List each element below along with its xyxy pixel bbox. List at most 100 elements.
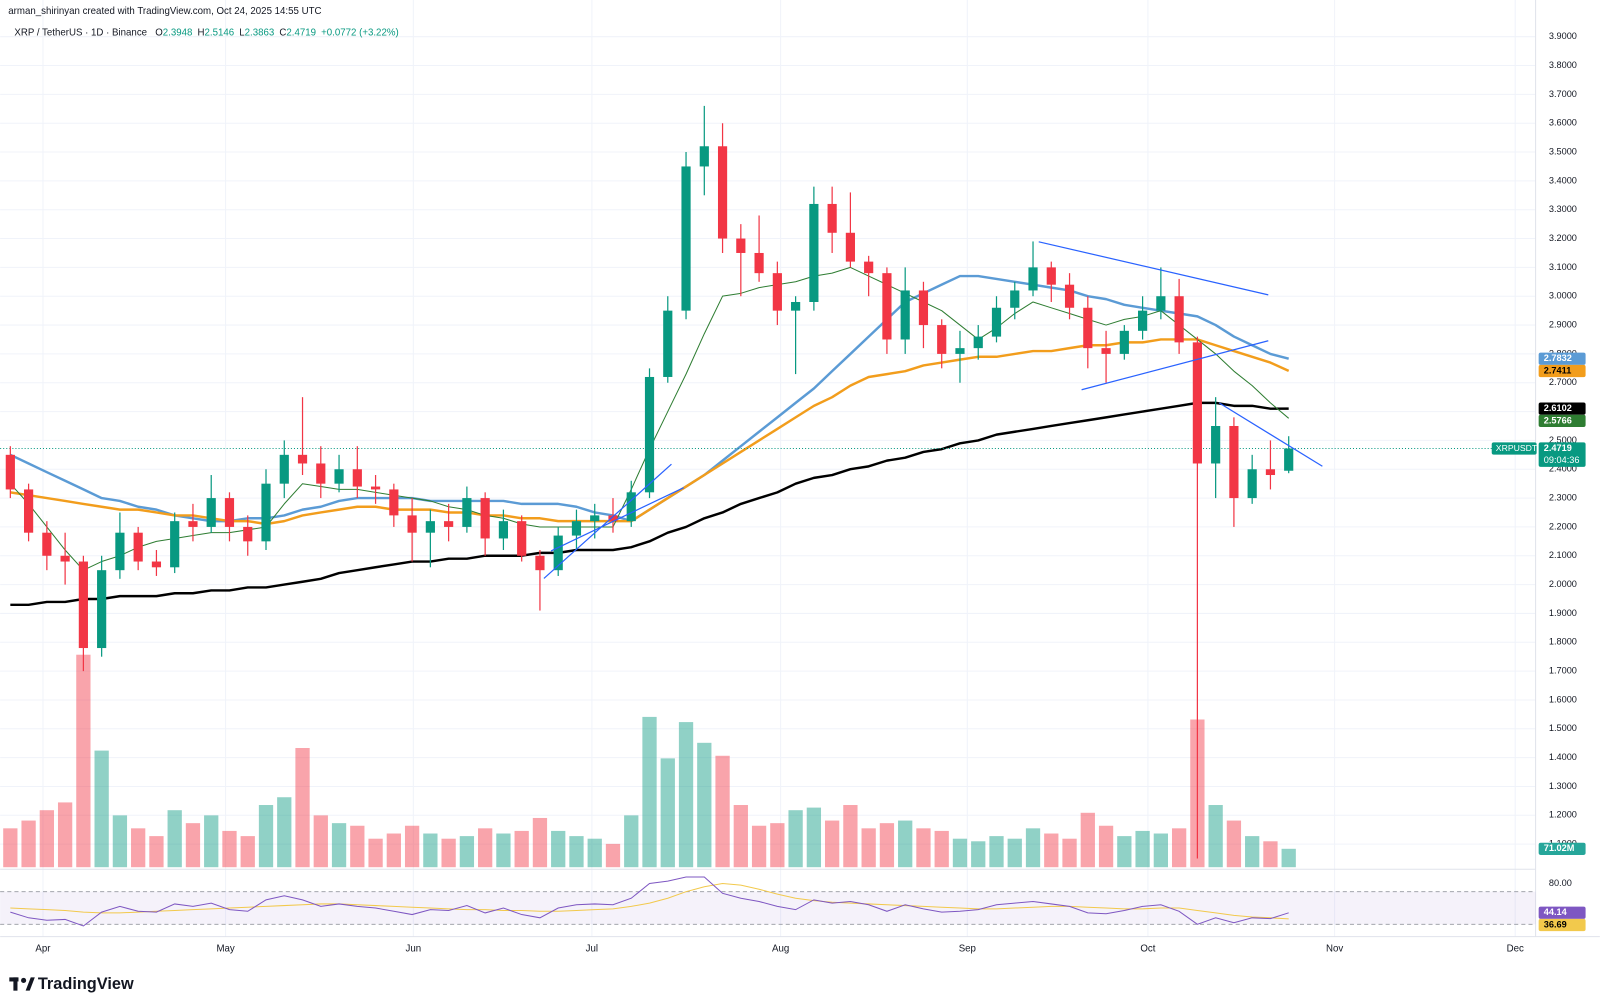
candle-body — [1247, 469, 1257, 499]
candle-body — [1083, 307, 1093, 349]
candle-body — [133, 532, 143, 562]
candle-body — [791, 301, 801, 311]
ohlc-value: 2.3863 — [245, 27, 275, 38]
y-tick-label: 2.5000 — [1549, 435, 1577, 445]
candle-body — [1010, 290, 1020, 308]
volume-bar — [1153, 833, 1169, 868]
volume-bar — [222, 830, 237, 868]
volume-bar — [1135, 830, 1150, 868]
volume-bar — [624, 815, 639, 868]
candle-body — [553, 535, 563, 571]
change: +0.0772 (+3.22%) — [321, 27, 399, 38]
volume-bar — [423, 833, 438, 868]
volume-bar — [1007, 838, 1022, 868]
candle-body — [24, 489, 34, 533]
candle-body — [717, 146, 728, 239]
candle-body — [827, 203, 837, 233]
volume-bar — [879, 823, 895, 868]
volume-bar — [971, 841, 986, 868]
volume-bar — [751, 825, 767, 868]
attribution: arman_shirinyan created with TradingView… — [8, 6, 321, 17]
volume-bar — [57, 802, 73, 868]
volume-bar — [952, 838, 968, 868]
volume-bar — [715, 755, 730, 868]
price-badge-bg — [1538, 442, 1586, 467]
x-tick-label: Dec — [1507, 943, 1524, 954]
ma-badge: 2.5766 — [1544, 415, 1572, 425]
y-tick-label: 3.2000 — [1549, 233, 1577, 243]
volume-bar — [386, 833, 401, 868]
y-tick-label: 3.4000 — [1549, 175, 1577, 185]
volume-bar — [551, 830, 566, 868]
y-tick-label: 2.7000 — [1549, 377, 1577, 387]
rsi-layer — [10, 876, 1289, 927]
volume-bar — [313, 815, 328, 868]
volume-bar — [587, 838, 602, 868]
volume-bar — [368, 838, 383, 868]
volume-bar — [350, 825, 365, 868]
y-tick-label: 3.7000 — [1549, 89, 1577, 99]
candle-body — [243, 526, 253, 542]
volume-bar — [989, 836, 1004, 868]
candle-body — [498, 521, 509, 539]
price-badge: 2.4719 — [1544, 443, 1572, 453]
ohlc-value: 2.5146 — [205, 27, 235, 38]
ohlc-label: O — [155, 27, 163, 38]
volume-bar — [185, 823, 201, 868]
volume-bar — [605, 843, 621, 868]
x-tick-label: Sep — [959, 943, 976, 954]
trend-line — [543, 463, 672, 579]
volume-bar — [295, 748, 310, 868]
volume-bar — [770, 823, 785, 868]
candle-body — [517, 521, 527, 556]
trend-line — [1218, 402, 1323, 467]
logo-mark — [13, 977, 18, 991]
symbol: XRP / TetherUS · 1D · Binance — [14, 27, 147, 38]
volume-bar — [94, 750, 109, 868]
ma-badge-bg — [1538, 352, 1586, 365]
volume-bar — [167, 810, 182, 868]
y-tick-label: 1.6000 — [1549, 694, 1577, 704]
symbol-header: XRP / TetherUS · 1D · Binance O2.3948 H2.5… — [14, 27, 398, 38]
volume-bar — [496, 833, 511, 868]
volume-bar — [861, 828, 876, 868]
volume-bar — [916, 828, 931, 868]
candle-body — [1064, 284, 1075, 308]
logo-mark — [21, 977, 27, 984]
volume-bar — [131, 828, 146, 868]
candle-body — [973, 336, 983, 349]
volume-bar — [898, 820, 913, 868]
rsi-badge: 44.14 — [1544, 907, 1568, 917]
volume-bar — [1171, 828, 1187, 868]
candle-body — [991, 307, 1002, 337]
y-tick-label: 1.8000 — [1549, 637, 1577, 647]
candle-body — [699, 146, 709, 167]
y-tick-label: 1.4000 — [1549, 752, 1577, 762]
trend-lines — [543, 241, 1323, 579]
candle-body — [1174, 296, 1184, 343]
volume-bar — [39, 810, 54, 868]
volume-bar — [733, 805, 748, 868]
moving-averages — [9, 266, 1290, 607]
candle-body — [316, 463, 326, 484]
volume-bar — [788, 810, 803, 868]
volume-bar — [514, 830, 529, 868]
candle-body — [571, 521, 582, 536]
rsi-tick-label: 80.00 — [1549, 878, 1572, 888]
candle-body — [1265, 469, 1276, 476]
candle-body — [42, 532, 52, 556]
x-tick-label: Aug — [772, 943, 789, 954]
candle-body — [1156, 296, 1166, 311]
candle-body — [535, 555, 545, 571]
volume-bar — [112, 815, 128, 868]
candle-body — [1284, 448, 1294, 471]
x-tick-label: Nov — [1326, 943, 1343, 954]
candle-body — [809, 203, 819, 302]
y-tick-label: 2.4000 — [1549, 464, 1577, 474]
candle-body — [590, 515, 600, 522]
volume-badge: 71.02M — [1544, 843, 1575, 853]
volume-bar — [569, 836, 584, 868]
y-tick-label: 2.0000 — [1549, 579, 1577, 589]
